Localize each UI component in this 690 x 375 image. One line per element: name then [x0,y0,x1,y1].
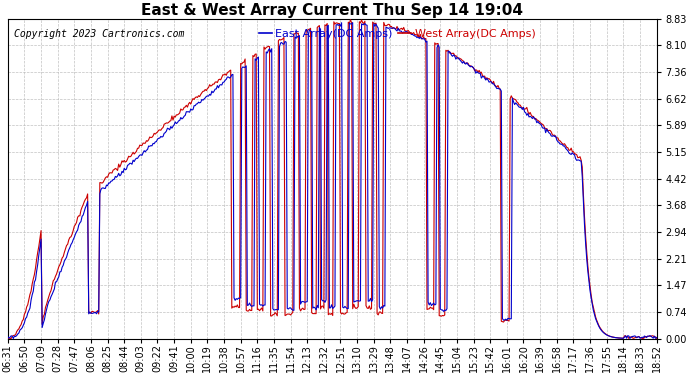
Title: East & West Array Current Thu Sep 14 19:04: East & West Array Current Thu Sep 14 19:… [141,3,523,18]
Text: Copyright 2023 Cartronics.com: Copyright 2023 Cartronics.com [14,28,185,39]
Legend: East Array(DC Amps), West Array(DC Amps): East Array(DC Amps), West Array(DC Amps) [254,24,540,44]
